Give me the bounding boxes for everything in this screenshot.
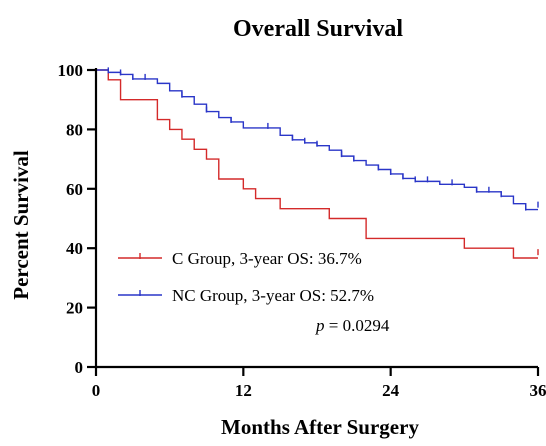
plot-area <box>96 67 539 259</box>
series-line-0 <box>96 69 538 259</box>
legend: C Group, 3-year OS: 36.7% NC Group, 3-yea… <box>118 249 374 305</box>
legend-label-1: NC Group, 3-year OS: 52.7% <box>172 286 374 305</box>
x-tick-label: 36 <box>530 381 546 400</box>
p-value-text: = 0.0294 <box>325 316 390 335</box>
p-value-symbol: p <box>315 316 325 335</box>
y-axis-label: Percent Survival <box>9 150 33 300</box>
x-tick-label: 12 <box>235 381 252 400</box>
y-tick-label: 40 <box>66 239 83 258</box>
legend-label-0: C Group, 3-year OS: 36.7% <box>172 249 362 268</box>
x-tick-label: 24 <box>382 381 400 400</box>
x-axis-label: Months After Surgery <box>221 415 419 439</box>
chart-title: Overall Survival <box>233 16 403 42</box>
series-line-1 <box>96 69 538 211</box>
x-tick-label: 0 <box>92 381 101 400</box>
y-tick-label: 100 <box>58 61 84 80</box>
y-tick-label: 60 <box>66 180 83 199</box>
y-tick-label: 20 <box>66 299 83 318</box>
y-tick-label: 80 <box>66 120 83 139</box>
p-value-annotation: p = 0.0294 <box>315 316 390 335</box>
y-tick-label: 0 <box>75 358 84 377</box>
axes: 0 20 40 60 80 100 0 12 24 36 <box>58 61 546 400</box>
